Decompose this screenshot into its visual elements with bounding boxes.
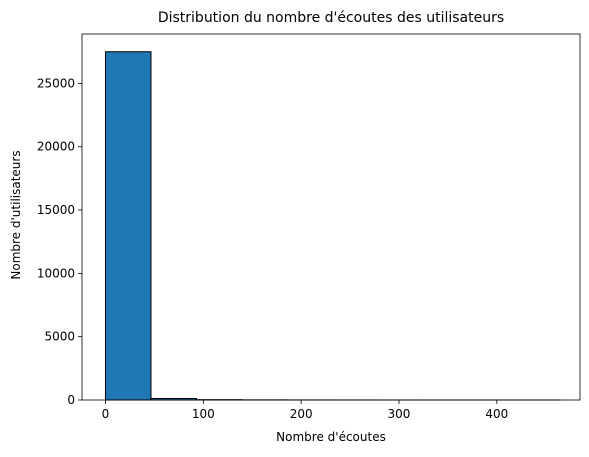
x-axis-label: Nombre d'écoutes	[276, 430, 386, 444]
histogram-bar	[105, 52, 150, 400]
chart-title: Distribution du nombre d'écoutes des uti…	[158, 10, 504, 26]
y-tick-label: 10000	[37, 266, 75, 280]
x-tick-label: 300	[388, 407, 411, 421]
x-tick-label: 100	[192, 407, 215, 421]
y-tick-label: 15000	[37, 203, 75, 217]
x-tick-label: 200	[290, 407, 313, 421]
y-axis-label: Nombre d'utilisateurs	[9, 150, 23, 279]
y-tick-label: 25000	[37, 76, 75, 90]
y-tick-label: 0	[67, 393, 75, 407]
y-tick-label: 20000	[37, 140, 75, 154]
x-tick-label: 0	[102, 407, 110, 421]
y-tick-label: 5000	[44, 330, 75, 344]
x-tick-label: 400	[485, 407, 508, 421]
